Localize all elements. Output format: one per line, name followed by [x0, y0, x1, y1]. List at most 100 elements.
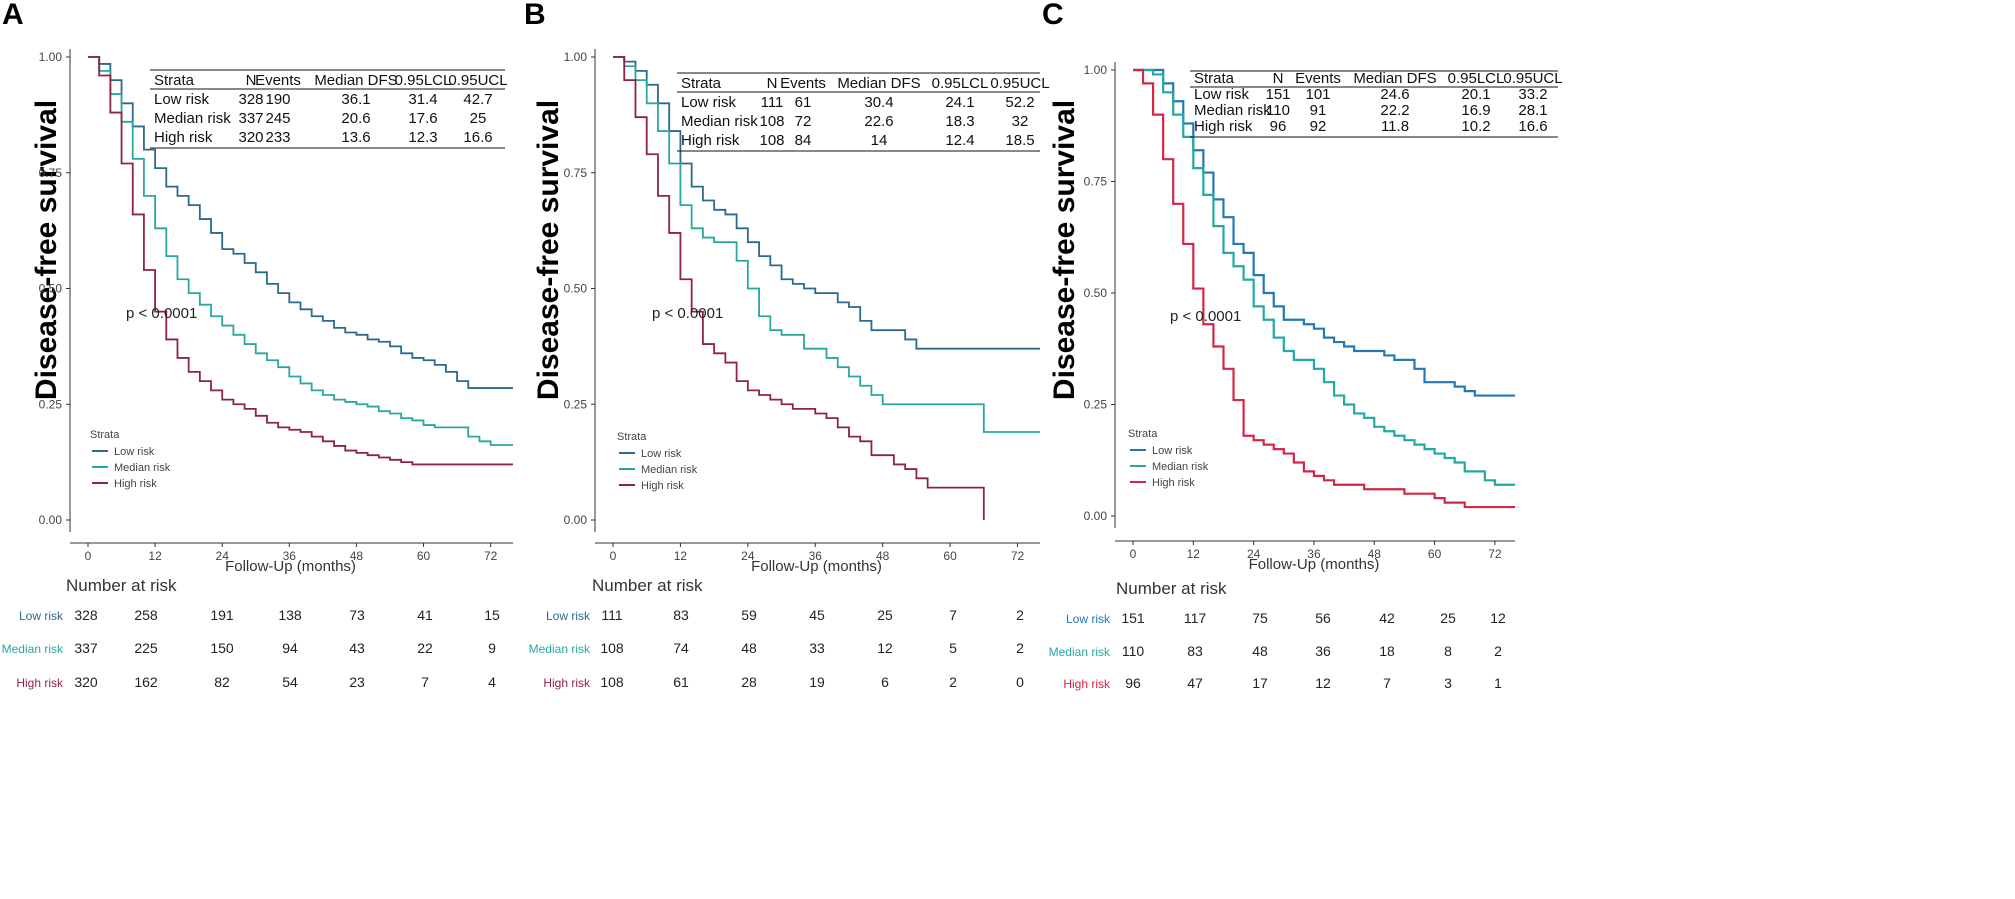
x-tick-label: 0 — [1130, 547, 1137, 561]
stats-table-cell: 36.1 — [341, 91, 370, 108]
panel-a: A Disease-free survival 0.00 0.25 0.50 0.75 1.… — [2, 0, 513, 690]
x-tick-label: 36 — [809, 549, 823, 563]
stats-table-cell: 31.4 — [408, 91, 437, 108]
legend-item-low-risk: Low risk — [641, 448, 682, 460]
stats-table-cell: 17.6 — [408, 110, 437, 127]
risk-count: 7 — [421, 674, 429, 690]
risk-count: 258 — [134, 607, 158, 623]
stats-table-header: Events — [780, 75, 826, 92]
risk-count: 150 — [210, 640, 234, 656]
stats-table-cell: 30.4 — [864, 94, 893, 111]
risk-count: 36 — [1315, 643, 1331, 659]
risk-count: 1 — [1494, 675, 1502, 691]
risk-count: 12 — [877, 640, 893, 656]
risk-count: 9 — [488, 640, 496, 656]
y-tick-label: 0.75 — [1084, 175, 1108, 189]
risk-count: 59 — [741, 607, 757, 623]
km-curve-median-risk — [88, 56, 513, 446]
x-tick-label: 12 — [1187, 547, 1201, 561]
risk-count: 96 — [1125, 675, 1141, 691]
risk-count: 23 — [349, 674, 365, 690]
risk-count: 28 — [741, 674, 757, 690]
stats-table-header: 0.95LCL — [932, 75, 989, 92]
x-tick-label: 48 — [350, 549, 364, 563]
legend-item-high-risk: High risk — [1152, 477, 1195, 489]
risk-row-label-high-risk: High risk — [543, 676, 591, 690]
km-curve-low-risk — [88, 56, 513, 389]
stats-table-cell: 151 — [1265, 86, 1290, 103]
y-tick-label: 0.25 — [1084, 398, 1108, 412]
risk-count: 43 — [349, 640, 365, 656]
stats-table-cell: Median risk — [681, 113, 758, 130]
risk-table-title: Number at risk — [66, 576, 177, 595]
stats-table-cell: Low risk — [154, 91, 210, 108]
stats-table-cell: 16.6 — [463, 129, 492, 146]
stats-table-cell: 337 — [238, 110, 263, 127]
risk-count: 162 — [134, 674, 158, 690]
stats-table-cell: 42.7 — [463, 91, 492, 108]
risk-count: 83 — [673, 607, 689, 623]
risk-count: 108 — [600, 640, 624, 656]
y-axis-label: Disease-free survival — [532, 100, 565, 400]
stats-table-cell: 11.8 — [1381, 118, 1409, 135]
legend-item-median-risk: Median risk — [114, 462, 171, 474]
stats-table-header: N — [1273, 70, 1284, 87]
risk-count: 75 — [1252, 610, 1268, 626]
x-tick-label: 24 — [741, 549, 755, 563]
legend-title: Strata — [617, 431, 647, 443]
km-curve-high-risk — [613, 56, 985, 520]
risk-count: 328 — [74, 607, 98, 623]
risk-table-title: Number at risk — [1116, 579, 1227, 598]
stats-table-cell: 12.3 — [408, 129, 437, 146]
risk-row-label-median-risk: Median risk — [2, 642, 64, 656]
stats-table-cell: 13.6 — [341, 129, 370, 146]
stats-table-header: Strata — [681, 75, 722, 92]
risk-count: 48 — [741, 640, 757, 656]
stats-table-cell: 91 — [1310, 102, 1327, 119]
legend-item-low-risk: Low risk — [114, 446, 155, 458]
risk-count: 138 — [278, 607, 302, 623]
risk-count: 61 — [673, 674, 689, 690]
legend-item-median-risk: Median risk — [1152, 461, 1209, 473]
stats-table-cell: 108 — [759, 132, 784, 149]
y-tick-label: 0.75 — [39, 166, 63, 180]
y-axis-label: Disease-free survival — [1048, 100, 1081, 400]
x-tick-label: 72 — [1011, 549, 1025, 563]
risk-count: 15 — [484, 607, 500, 623]
stats-table-cell: 10.2 — [1461, 118, 1490, 135]
x-tick-label: 48 — [1368, 547, 1382, 561]
y-tick-label: 0.25 — [564, 397, 588, 411]
risk-row-label-high-risk: High risk — [1063, 677, 1111, 691]
stats-table-header: 0.95UCL — [1503, 70, 1562, 87]
stats-table-cell: 14 — [871, 132, 888, 149]
stats-table-cell: 61 — [795, 94, 812, 111]
stats-table-cell: 28.1 — [1518, 102, 1547, 119]
stats-table-cell: High risk — [154, 129, 213, 146]
km-curve-median-risk — [613, 56, 1040, 433]
stats-table-cell: Low risk — [681, 94, 737, 111]
x-tick-label: 0 — [85, 549, 92, 563]
stats-table-cell: 111 — [761, 94, 784, 111]
legend-title: Strata — [90, 429, 120, 441]
risk-count: 3 — [1444, 675, 1452, 691]
x-tick-label: 60 — [1428, 547, 1442, 561]
stats-table-cell: High risk — [1194, 118, 1253, 135]
panel-b: B Disease-free survival 0.00 0.25 0.50 0.75 1.… — [524, 0, 1050, 690]
risk-count: 73 — [349, 607, 365, 623]
stats-table-header: Strata — [1194, 70, 1235, 87]
stats-table-header: Median DFS — [837, 75, 920, 92]
x-tick-label: 12 — [148, 549, 162, 563]
stats-table-header: Median DFS — [314, 72, 397, 89]
risk-count: 25 — [1440, 610, 1456, 626]
p-value-label: p < 0.0001 — [652, 305, 723, 322]
y-tick-label: 0.25 — [39, 397, 63, 411]
risk-count: 54 — [282, 674, 298, 690]
y-tick-label: 0.00 — [564, 513, 588, 527]
y-axis-label: Disease-free survival — [30, 100, 63, 400]
stats-table-header: N — [246, 72, 257, 89]
stats-table-header: 0.95UCL — [448, 72, 507, 89]
risk-count: 42 — [1379, 610, 1395, 626]
risk-count: 2 — [949, 674, 957, 690]
